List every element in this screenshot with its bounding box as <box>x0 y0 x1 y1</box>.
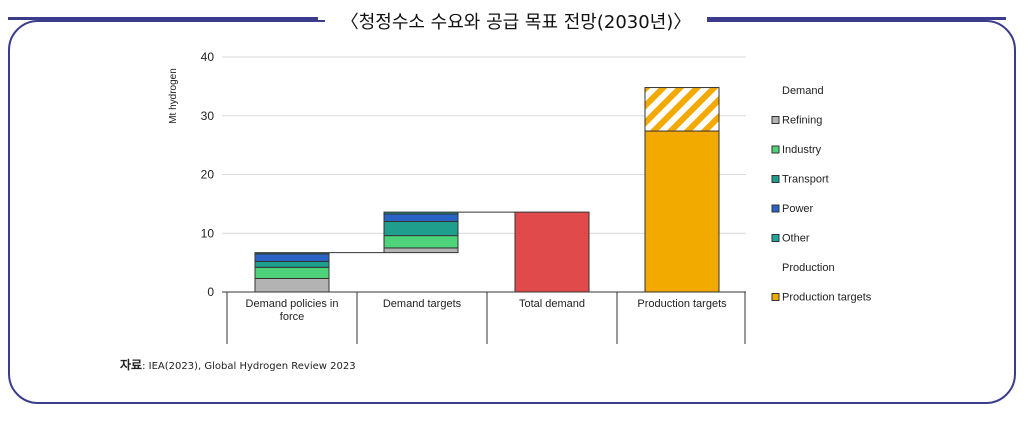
x-tick-label: Total demand <box>519 298 585 310</box>
source-text: : IEA(2023), Global Hydrogen Review 2023 <box>142 361 356 372</box>
legend-swatch <box>771 293 780 301</box>
bar-segment <box>254 266 330 279</box>
bar-segment <box>514 211 590 293</box>
chart-title: 〈청정수소 수요와 공급 목표 전망(2030년)〉 <box>324 12 708 33</box>
y-tick-label: 30 <box>201 109 215 123</box>
bar-segment <box>254 253 330 262</box>
bar-segment <box>254 252 330 255</box>
legend-swatch <box>771 175 780 183</box>
legend-label: Production targets <box>782 292 872 304</box>
bar-segment <box>383 211 459 215</box>
bar-segment <box>383 213 459 223</box>
x-tick-label: Demand targets <box>383 298 462 310</box>
bar-segment <box>644 87 720 132</box>
source-label: 자료 <box>120 358 143 372</box>
legend-swatch <box>771 116 780 124</box>
legend-heading: Production <box>782 262 835 274</box>
bar-segment <box>644 130 720 293</box>
legend-swatch <box>771 234 780 242</box>
legend-label: Refining <box>782 115 822 127</box>
bar-segment <box>254 260 330 268</box>
y-tick-label: 0 <box>207 285 214 299</box>
legend-heading: Demand <box>782 85 824 97</box>
bar-segment <box>383 247 459 254</box>
legend-label: Other <box>782 233 810 245</box>
bar-segment <box>383 235 459 249</box>
bar-segment <box>383 221 459 237</box>
x-tick-label: Demand policies in force <box>246 298 339 323</box>
bar-segment <box>254 277 330 293</box>
legend-label: Industry <box>782 144 822 156</box>
title-rule-right <box>706 17 1006 20</box>
y-tick-label: 10 <box>201 226 215 240</box>
title-rule-left <box>8 17 318 20</box>
y-tick-label: 40 <box>201 50 215 64</box>
y-axis-label: Mt hydrogen <box>168 68 179 124</box>
source-note: 자료: IEA(2023), Global Hydrogen Review 20… <box>120 356 356 373</box>
legend-label: Power <box>782 203 814 215</box>
legend-swatch <box>771 204 780 213</box>
legend-swatch <box>771 145 780 154</box>
x-tick-label: Production targets <box>637 298 727 310</box>
chart-title-wrap: 〈청정수소 수요와 공급 목표 전망(2030년)〉 <box>0 8 1032 34</box>
y-tick-label: 20 <box>201 168 215 182</box>
legend-label: Transport <box>782 174 829 186</box>
